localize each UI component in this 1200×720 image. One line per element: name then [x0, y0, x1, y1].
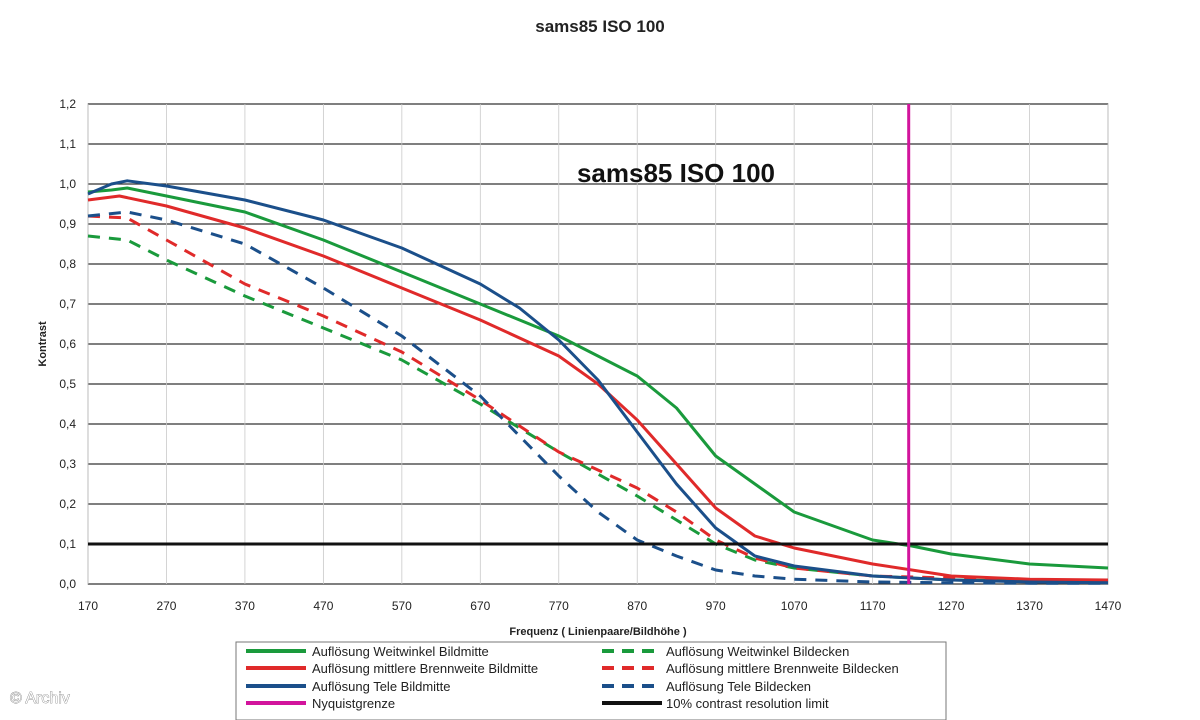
legend-label: 10% contrast resolution limit [666, 696, 829, 711]
y-tick-label: 0,9 [59, 217, 76, 231]
x-tick-label: 170 [78, 599, 98, 613]
x-tick-label: 370 [235, 599, 255, 613]
y-tick-label: 0,0 [59, 577, 76, 591]
y-tick-label: 0,5 [59, 377, 76, 391]
y-tick-label: 0,7 [59, 297, 76, 311]
x-tick-label: 270 [156, 599, 176, 613]
y-tick-label: 0,8 [59, 257, 76, 271]
x-tick-label: 970 [706, 599, 726, 613]
y-tick-label: 0,2 [59, 497, 76, 511]
legend-label: Nyquistgrenze [312, 696, 395, 711]
y-tick-label: 0,3 [59, 457, 76, 471]
legend-label: Auflösung mittlere Brennweite Bildecken [666, 661, 899, 676]
chart-title: sams85 ISO 100 [535, 17, 664, 36]
y-tick-label: 0,6 [59, 337, 76, 351]
x-tick-label: 1070 [781, 599, 808, 613]
x-tick-label: 470 [313, 599, 333, 613]
legend-label: Auflösung Weitwinkel Bildecken [666, 644, 849, 659]
legend-label: Auflösung Weitwinkel Bildmitte [312, 644, 489, 659]
y-tick-label: 1,2 [59, 97, 76, 111]
y-tick-label: 1,0 [59, 177, 76, 191]
y-axis-label: Kontrast [37, 321, 49, 367]
legend-entries: Auflösung Weitwinkel Bildmitte Auflösung … [246, 644, 899, 711]
legend-label: Auflösung mittlere Brennweite Bildmitte [312, 661, 538, 676]
legend-label: Auflösung Tele Bildmitte [312, 679, 451, 694]
watermark: © Archiv [10, 690, 70, 707]
grid-lines [87, 103, 1109, 585]
y-tick-label: 0,1 [59, 537, 76, 551]
x-tick-label: 1170 [860, 599, 886, 613]
x-tick-label: 870 [627, 599, 647, 613]
legend [235, 641, 947, 720]
series-line-0 [87, 186, 1109, 570]
x-axis-label: Frequenz ( Linienpaare/Bildhöhe ) [509, 626, 687, 638]
x-tick-label: 770 [549, 599, 569, 613]
x-tick-label: 1370 [1016, 599, 1043, 613]
x-tick-label: 1470 [1095, 599, 1122, 613]
series-line-2 [87, 194, 1109, 582]
x-tick-label: 1270 [938, 599, 965, 613]
y-tick-label: 0,4 [59, 417, 76, 431]
legend-label: Auflösung Tele Bildecken [666, 679, 811, 694]
y-tick-label: 1,1 [59, 137, 76, 151]
series-line-3 [87, 214, 1109, 583]
series-line-4 [87, 179, 1109, 585]
series-lines [87, 104, 1109, 585]
x-tick-label: 570 [392, 599, 412, 613]
x-tick-labels: 170 270 370 470 570 670 770 870 970 1070 1170 1270 1… [78, 599, 1122, 613]
x-tick-label: 670 [470, 599, 490, 613]
y-tick-labels: 0,0 0,1 0,2 0,3 0,4 0,5 0,6 0,7 0,8 0,9 1,0 1,1 1,2 [59, 97, 76, 591]
inner-chart-title: sams85 ISO 100 [577, 158, 775, 188]
